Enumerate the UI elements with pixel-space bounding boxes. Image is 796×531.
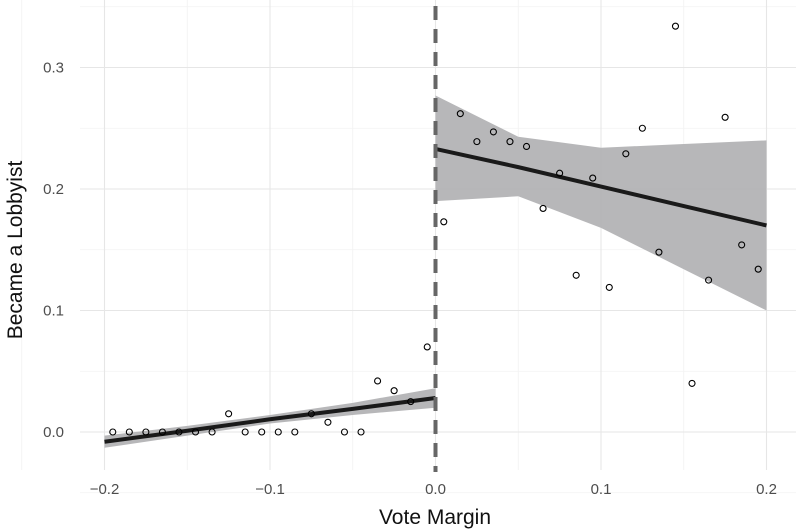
fit-lines <box>104 146 767 444</box>
data-point <box>390 387 398 395</box>
data-point <box>688 379 696 387</box>
data-point <box>506 138 514 146</box>
data-point <box>142 428 150 436</box>
data-point <box>407 398 415 406</box>
data-point <box>489 128 497 136</box>
y-tick-label: 0.0 <box>43 424 64 441</box>
data-point <box>638 124 646 132</box>
data-point <box>605 283 613 291</box>
data-point <box>622 150 630 158</box>
data-point <box>225 410 233 418</box>
x-tick-label: −0.2 <box>90 481 120 498</box>
data-point <box>473 138 481 146</box>
data-point <box>307 410 315 418</box>
x-tick-label: 0.0 <box>425 481 446 498</box>
data-point <box>357 428 365 436</box>
x-tick-label: 0.2 <box>756 481 777 498</box>
data-point <box>539 204 547 212</box>
data-point <box>671 22 680 30</box>
data-point <box>456 110 464 118</box>
data-point <box>374 377 382 385</box>
data-point <box>655 248 663 256</box>
data-point <box>522 142 531 151</box>
y-tick-label: 0.1 <box>43 303 64 320</box>
data-point <box>738 241 746 249</box>
data-point <box>175 428 183 436</box>
x-tick-label: 0.1 <box>591 481 612 498</box>
x-axis-ticks: −0.2 −0.1 0.0 0.1 0.2 <box>90 481 777 498</box>
data-point <box>589 174 597 182</box>
fit-line-left <box>104 395 436 444</box>
data-point <box>208 428 216 436</box>
data-point <box>258 428 266 436</box>
ribbon-right <box>435 95 767 311</box>
data-point <box>754 265 762 273</box>
data-point <box>291 428 299 436</box>
data-points <box>109 22 762 436</box>
data-point <box>274 428 282 436</box>
data-point <box>241 428 249 436</box>
data-point <box>572 271 580 279</box>
fit-line-right <box>435 146 767 228</box>
data-point <box>158 428 166 436</box>
x-tick-label: −0.1 <box>255 481 285 498</box>
x-axis-title: Vote Margin <box>379 506 491 529</box>
data-point <box>191 428 200 436</box>
data-point <box>705 276 713 284</box>
y-tick-label: 0.2 <box>43 181 64 198</box>
data-point <box>324 418 332 426</box>
data-point <box>340 428 349 436</box>
data-point <box>423 343 431 351</box>
y-axis-ticks: 0.0 0.1 0.2 0.3 <box>43 60 64 442</box>
grid-minor-lines <box>21 0 796 494</box>
data-point <box>556 169 564 177</box>
data-point <box>440 218 448 226</box>
y-axis-title: Became a Lobbyist <box>4 161 27 340</box>
data-point <box>721 113 729 121</box>
data-point <box>125 428 133 436</box>
y-tick-label: 0.3 <box>43 60 64 77</box>
data-point <box>109 428 117 436</box>
